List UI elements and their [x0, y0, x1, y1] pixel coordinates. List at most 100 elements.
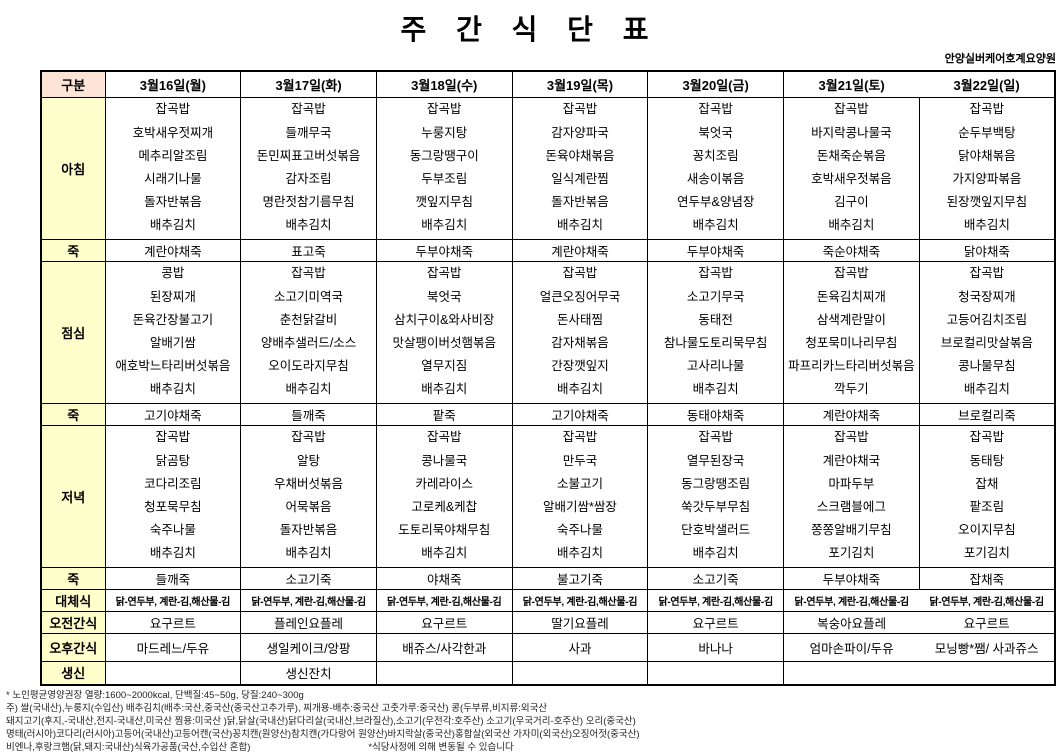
menu-item: 콩밥: [161, 266, 185, 281]
menu-item: 두부조림: [421, 172, 468, 186]
menu-item: 카레라이스: [415, 476, 474, 491]
menu-item: 양배추샐러드/소스: [260, 336, 357, 350]
page-title: 주 간 식 단 표: [400, 14, 660, 45]
menu-item: 숙주나물: [556, 523, 603, 538]
menu-item: 깻잎지무침: [415, 195, 474, 210]
menu-item: 배추김치: [285, 546, 332, 561]
menu-item: 잡곡밥: [155, 102, 191, 117]
lunch-menu-cell: 잡곡밥 청국장찌개 고등어김치조림 브로컬리맛살볶음 콩나물무침 배추김치: [918, 260, 1056, 404]
birthday-cell: 생신잔치: [240, 660, 377, 686]
dinner-menu-cell: 잡곡밥 동태탕 잡채 팥조림 오이지무침 포기김치: [918, 424, 1056, 568]
menu-item: 배추김치: [692, 382, 739, 397]
row-label-dinner-porridge: 죽: [40, 566, 106, 590]
menu-item: 고로케&케찹: [411, 500, 478, 514]
menu-item: 브로컬리맛살볶음: [940, 336, 1033, 350]
menu-item: 동태탕: [969, 453, 1005, 468]
menu-item: 고사리나물: [686, 359, 745, 374]
menu-item: 잡곡밥: [562, 102, 598, 117]
menu-item: 삼색계란말이: [816, 312, 886, 327]
date-header: 3월19일(목): [511, 70, 649, 98]
pm-snack-cell: 마드레느/두유: [104, 632, 242, 662]
breakfast-porridge-cell: 계란야채죽: [104, 238, 242, 262]
menu-item: 바지락콩나물국: [811, 125, 892, 140]
menu-item: 배추김치: [556, 546, 603, 561]
weekly-meal-table: 구분 3월16일(월) 3월17일(화) 3월18일(수) 3월19일(목) 3월20일…: [40, 70, 1056, 686]
menu-item: 콩나물무침: [958, 359, 1016, 374]
menu-item: 닭야채볶음: [958, 148, 1016, 163]
menu-item: 새송이볶음: [686, 172, 745, 186]
date-header: 3월20일(금): [647, 70, 785, 98]
menu-item: 소불고기: [556, 476, 603, 491]
menu-item: 가지양파볶음: [952, 172, 1022, 186]
menu-item: 돈육야채볶음: [545, 148, 615, 163]
footnote-line: 비엔나,후랑크햄(닭,돼지:국내산)식육가공품(국산,수입산 혼합) *식당사정에…: [6, 741, 1060, 754]
menu-item: 배추김치: [692, 546, 739, 561]
menu-item: 깍두기: [834, 382, 869, 397]
dinner-porridge-cell: 소고기죽: [240, 566, 377, 590]
menu-item: 돈채죽순볶음: [816, 148, 886, 163]
menu-item: 배추김치: [149, 382, 196, 397]
menu-item: 일식계란찜: [551, 172, 609, 186]
menu-item: 만두국: [562, 453, 598, 468]
menu-item: 동그랑땡조림: [681, 476, 751, 491]
pm-snack-cell: 엄마손파이/두유: [783, 632, 920, 662]
menu-item: 알배기쌈: [149, 336, 196, 350]
menu-item: 콩나물국: [421, 453, 468, 468]
menu-item: 알배기쌈*쌈장: [543, 500, 617, 514]
menu-item: 춘천닭갈비: [279, 312, 338, 327]
menu-item: 돈사태찜: [556, 312, 603, 327]
menu-item: 도토리묵야채무침: [398, 523, 491, 538]
birthday-cell: [511, 660, 649, 686]
lunch-porridge-cell: 브로컬리죽: [918, 402, 1056, 426]
menu-item: 북엇국: [427, 289, 462, 304]
menu-item: 배추김치: [421, 382, 468, 397]
birthday-cell: [104, 660, 242, 686]
alternative-meal-cell: 닭-연두부, 계란-김,해산물-김: [918, 588, 1056, 612]
menu-item: 계란야채국: [822, 453, 881, 468]
menu-item: 감자채볶음: [551, 336, 609, 350]
menu-item: 알탕: [297, 453, 321, 468]
lunch-menu-cell: 잡곡밥 북엇국 삼치구이&와사비장 맛살팽이버섯햄볶음 열무지짐 배추김치: [375, 260, 513, 404]
menu-item: 잡곡밥: [427, 266, 462, 281]
footnote-line: * 노인평균영양권장 열량:1600~2000kcal, 단백질:45~50g,…: [6, 690, 304, 701]
menu-item: 닭곰탕: [155, 453, 191, 468]
menu-item: 포기김치: [963, 546, 1010, 561]
alternative-meal-cell: 닭-연두부, 계란-김,해산물-김: [375, 588, 513, 612]
lunch-porridge-cell: 동태야채죽: [647, 402, 785, 426]
footnote-origin: 비엔나,후랑크햄(닭,돼지:국내산)식육가공품(국산,수입산 혼합): [6, 742, 251, 753]
menu-item: 배추김치: [285, 382, 332, 397]
menu-item: 단호박샐러드: [681, 523, 751, 538]
lunch-menu-cell: 잡곡밥 얼큰오징어무국 돈사태찜 감자채볶음 간장깻잎지 배추김치: [511, 260, 649, 404]
menu-item: 어묵볶음: [285, 500, 332, 514]
menu-item: 잡곡밥: [291, 102, 326, 117]
menu-item: 청국장찌개: [958, 289, 1016, 304]
birthday-row: 생신 생신잔치: [40, 660, 1056, 686]
row-label-lunch-porridge: 죽: [40, 402, 106, 426]
pm-snack-cell: 모닝빵*쨈/ 사과쥬스: [918, 632, 1056, 662]
menu-item: 고등어김치조림: [946, 312, 1028, 327]
pm-snack-cell: 배쥬스/사각한과: [375, 632, 513, 662]
lunch-porridge-row: 죽 고기야채죽 들깨죽 팥죽 고기야채죽 동태야채죽 계란야채죽 브로컬리죽: [40, 402, 1056, 426]
menu-item: 열무지짐: [421, 359, 468, 374]
menu-item: 잡곡밥: [562, 430, 598, 445]
am-snack-cell: 플레인요플레: [240, 610, 377, 634]
pm-snack-cell: 생일케이크/앙팡: [240, 632, 377, 662]
dinner-porridge-cell: 소고기죽: [647, 566, 785, 590]
dinner-menu-cell: 잡곡밥 알탕 우채버섯볶음 어묵볶음 돌자반볶음 배추김치: [240, 424, 377, 568]
alternative-meal-cell: 닭-연두부, 계란-김,해산물-김: [783, 588, 920, 612]
menu-item: 된장찌개: [149, 289, 196, 304]
menu-item: 동그랑땡구이: [409, 148, 479, 163]
pm-snack-cell: 사과: [511, 632, 649, 662]
dinner-menu-cell: 잡곡밥 닭곰탕 코다리조림 청포묵무침 숙주나물 배추김치: [104, 424, 242, 568]
menu-item: 우채버섯볶음: [274, 476, 344, 491]
menu-item: 잡곡밥: [834, 266, 869, 281]
lunch-porridge-cell: 고기야채죽: [104, 402, 242, 426]
menu-item: 잡곡밥: [969, 266, 1005, 281]
menu-item: 쑥갓두부무침: [681, 500, 751, 514]
menu-item: 들깨무국: [285, 125, 332, 140]
facility-name: 안양실버케어호계요양원: [944, 53, 1056, 65]
dinner-porridge-cell: 불고기죽: [511, 566, 649, 590]
menu-item: 맛살팽이버섯햄볶음: [392, 336, 497, 350]
footnotes: * 노인평균영양권장 열량:1600~2000kcal, 단백질:45~50g,…: [6, 689, 1060, 754]
row-label-birthday: 생신: [40, 660, 106, 686]
